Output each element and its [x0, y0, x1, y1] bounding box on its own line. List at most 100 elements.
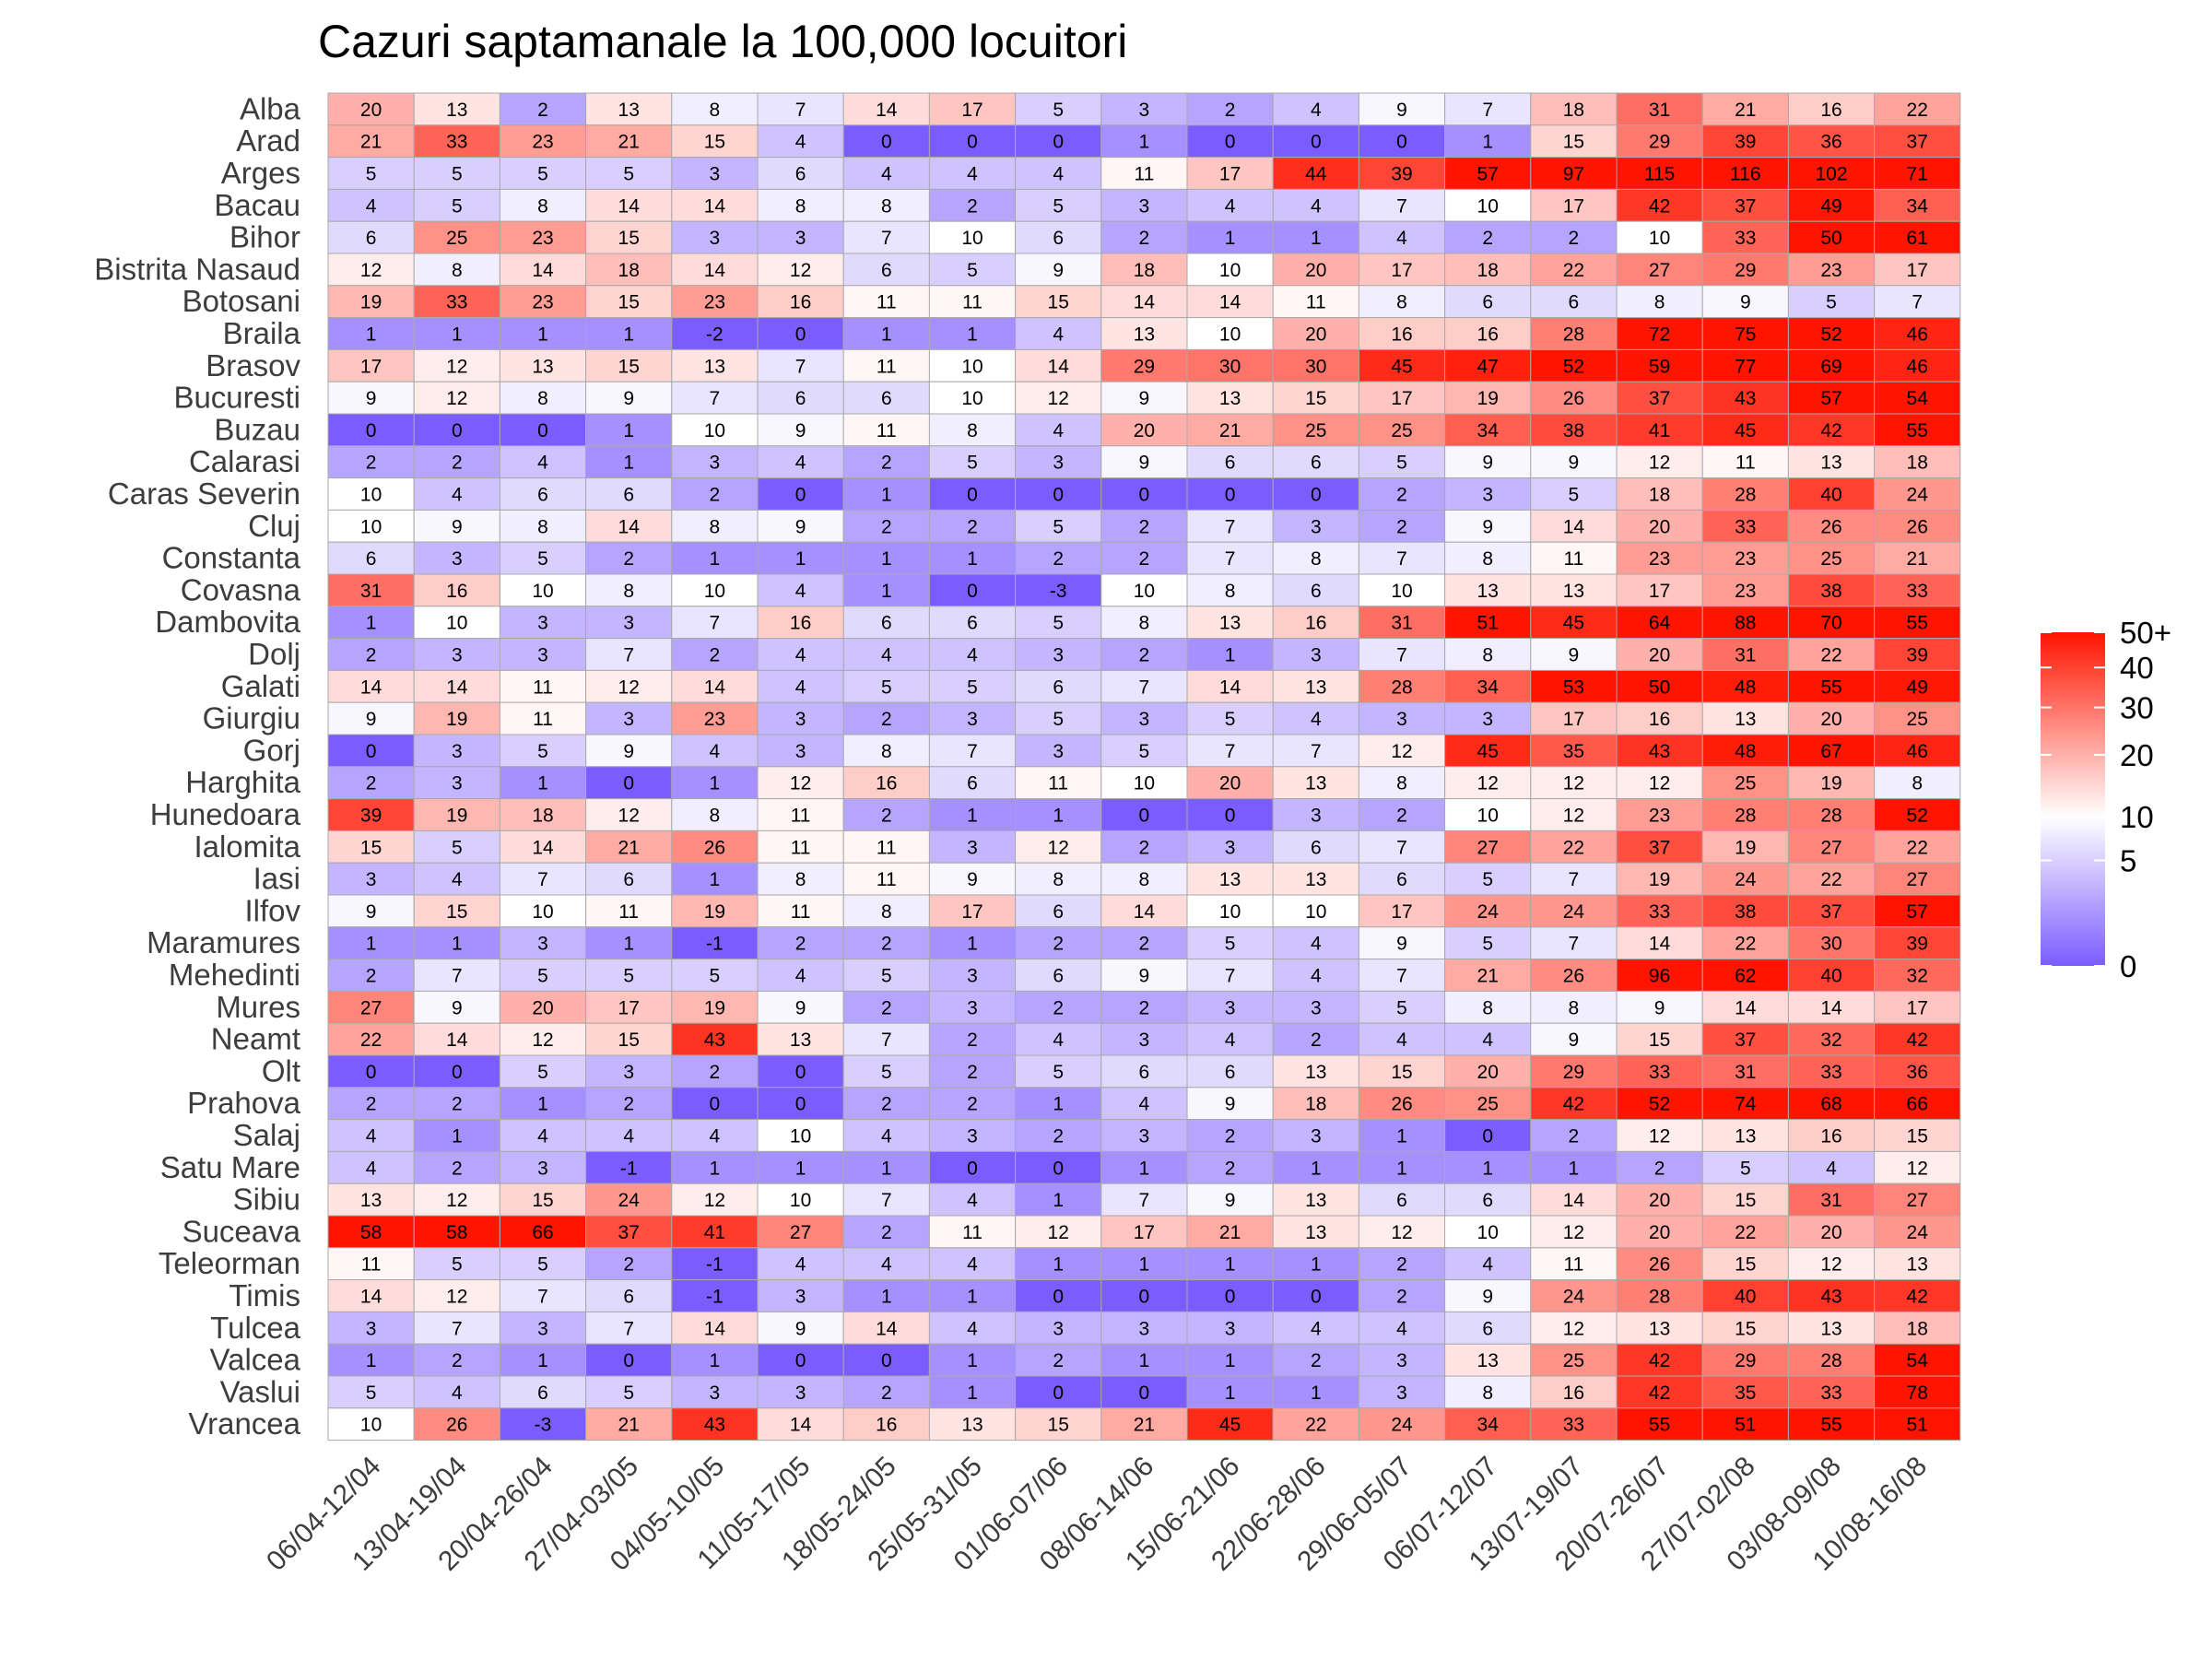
heatmap-cell: [1100, 285, 1188, 319]
cell-value-label: 14: [360, 677, 382, 698]
cell-value-label: 3: [967, 837, 978, 858]
cell-value-label: 51: [1735, 1415, 1756, 1436]
heatmap-cell: [1874, 894, 1961, 928]
cell-value-label: 13: [1477, 581, 1499, 602]
cell-value-label: 8: [452, 260, 463, 281]
cell-value-label: 15: [618, 292, 640, 313]
heatmap-cell: [1272, 157, 1359, 190]
heatmap-cell: [1100, 157, 1188, 190]
color-legend: 50+40 30 20 10 5 0: [2041, 616, 2171, 983]
cell-value-label: 71: [1907, 164, 1928, 185]
cell-value-label: 7: [537, 1287, 548, 1308]
cell-value-label: 5: [881, 677, 892, 698]
cell-value-label: 13: [790, 1030, 811, 1051]
cell-value-label: 1: [1396, 1158, 1407, 1179]
cell-value-label: 12: [446, 1287, 467, 1308]
cell-value-label: 5: [366, 1382, 377, 1404]
cell-value-label: 3: [1139, 1126, 1150, 1147]
heatmap-cell: [928, 1279, 1017, 1312]
cell-value-label: 40: [1820, 966, 1841, 987]
heatmap-cell: [1616, 926, 1703, 960]
cell-value-label: 11: [533, 709, 553, 730]
cell-value-label: 11: [1735, 453, 1756, 474]
cell-value-label: 29: [1649, 132, 1670, 153]
cell-value-label: 12: [446, 388, 467, 409]
cell-value-label: 57: [1820, 388, 1841, 409]
cell-value-label: 37: [618, 1222, 640, 1243]
cell-value-label: 6: [967, 773, 978, 794]
cell-value-label: 43: [1649, 741, 1670, 762]
cell-value-label: 9: [452, 516, 463, 537]
cell-value-label: 74: [1735, 1094, 1757, 1115]
heatmap-cell: [1015, 798, 1102, 831]
heatmap-cell: [842, 669, 930, 703]
cell-value-label: 8: [967, 420, 978, 441]
cell-value-label: 7: [881, 1030, 892, 1051]
cell-value-label: 21: [618, 1415, 640, 1436]
cell-value-label: 6: [537, 1382, 548, 1404]
cell-value-label: 1: [1139, 132, 1150, 153]
cell-value-label: 52: [1907, 806, 1928, 827]
heatmap-cell: [1015, 253, 1102, 287]
cell-value-label: 1: [881, 324, 892, 346]
heatmap-cell: [1100, 188, 1188, 222]
cell-value-label: 4: [366, 195, 377, 217]
heatmap-cell: [1015, 573, 1102, 607]
cell-value-label: 2: [795, 934, 806, 955]
cell-value-label: 33: [1649, 901, 1670, 923]
heatmap-cell: [1358, 1343, 1446, 1377]
heatmap-cell: [1186, 348, 1274, 382]
cell-value-label: 14: [1219, 677, 1241, 698]
cell-value-label: 36: [1907, 1062, 1928, 1083]
heatmap-cell: [671, 669, 759, 703]
heatmap-cell: [499, 509, 587, 543]
cell-value-label: 3: [537, 1158, 548, 1179]
cell-value-label: 6: [881, 388, 892, 409]
heatmap-cell: [1701, 894, 1789, 928]
cell-value-label: 20: [360, 100, 382, 121]
cell-value-label: 13: [1907, 1254, 1928, 1276]
cell-value-label: 2: [881, 997, 892, 1018]
cell-value-label: 1: [967, 1350, 978, 1371]
cell-value-label: 2: [881, 934, 892, 955]
cell-value-label: 6: [881, 613, 892, 634]
cell-value-label: 12: [618, 677, 640, 698]
cell-value-label: 2: [366, 773, 377, 794]
cell-value-label: 22: [1305, 1415, 1326, 1436]
cell-value-label: 18: [1907, 1318, 1928, 1339]
cell-value-label: 3: [537, 613, 548, 634]
cell-value-label: 15: [618, 1030, 640, 1051]
heatmap-cell: [499, 220, 587, 254]
cell-value-label: 2: [881, 516, 892, 537]
heatmap-cell: [1874, 734, 1961, 768]
heatmap-cell: [1358, 1311, 1446, 1345]
legend-labels: 50+40 30 20 10 5 0: [2041, 616, 2171, 983]
heatmap-cell: [1272, 734, 1359, 768]
heatmap-cell: [1272, 220, 1359, 254]
cell-value-label: 5: [1053, 195, 1064, 217]
heatmap-cell: [1186, 734, 1274, 768]
cell-value-label: 42: [1820, 420, 1841, 441]
row-label: Caras Severin: [108, 477, 300, 511]
cell-value-label: 13: [1305, 869, 1326, 890]
cell-value-label: 22: [1735, 934, 1756, 955]
cell-value-label: 9: [1482, 1287, 1493, 1308]
cell-value-label: 14: [1134, 292, 1156, 313]
heatmap-cell: [413, 1311, 500, 1345]
cell-value-label: 23: [532, 228, 553, 249]
cell-value-label: 16: [790, 292, 811, 313]
cell-value-label: 12: [532, 1030, 553, 1051]
cell-value-label: 3: [1139, 100, 1150, 121]
chart-title: Cazuri saptamanale la 100,000 locuitori: [318, 16, 1127, 67]
heatmap-cell: [842, 734, 930, 768]
cell-value-label: 9: [366, 709, 377, 730]
heatmap-cell: [928, 798, 1017, 831]
cell-value-label: -2: [706, 324, 724, 346]
heatmap-cell: [1616, 1343, 1703, 1377]
heatmap-cell: [1272, 92, 1359, 126]
heatmap-cell: [928, 157, 1017, 190]
cell-value-label: 6: [1311, 453, 1322, 474]
cell-value-label: 13: [961, 1415, 982, 1436]
cell-value-label: 30: [1305, 356, 1326, 377]
cell-value-label: 4: [1311, 100, 1322, 121]
